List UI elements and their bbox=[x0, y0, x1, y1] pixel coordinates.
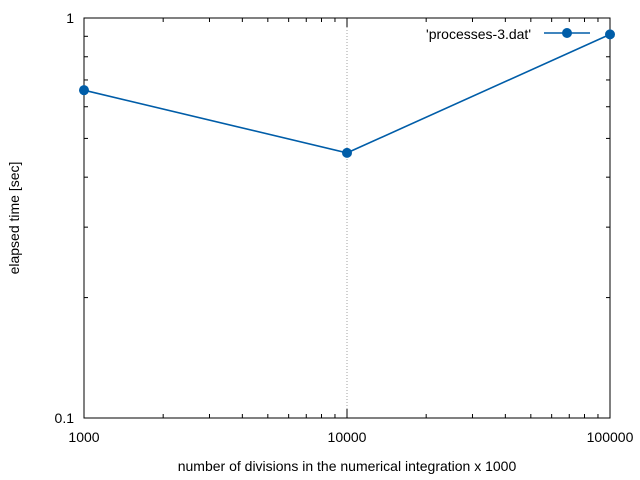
ticks-layer bbox=[83, 17, 611, 419]
x-tick-label: 1000 bbox=[68, 429, 99, 445]
x-axis-title: number of divisions in the numerical int… bbox=[178, 458, 517, 474]
data-point bbox=[342, 147, 352, 158]
y-tick-label: 1 bbox=[66, 10, 74, 26]
labels-layer: 1000 10000 100000 0.1 1 bbox=[55, 10, 634, 445]
legend-label: 'processes-3.dat' bbox=[426, 26, 531, 42]
legend: 'processes-3.dat' bbox=[426, 26, 590, 42]
y-axis-title: elapsed time [sec] bbox=[6, 162, 22, 275]
data-point bbox=[605, 29, 615, 40]
x-tick-label: 10000 bbox=[328, 429, 367, 445]
data-point bbox=[79, 85, 89, 96]
x-tick-label: 100000 bbox=[587, 429, 634, 445]
legend-marker bbox=[562, 28, 572, 38]
y-tick-label: 0.1 bbox=[55, 410, 75, 426]
series-layer bbox=[79, 29, 615, 158]
